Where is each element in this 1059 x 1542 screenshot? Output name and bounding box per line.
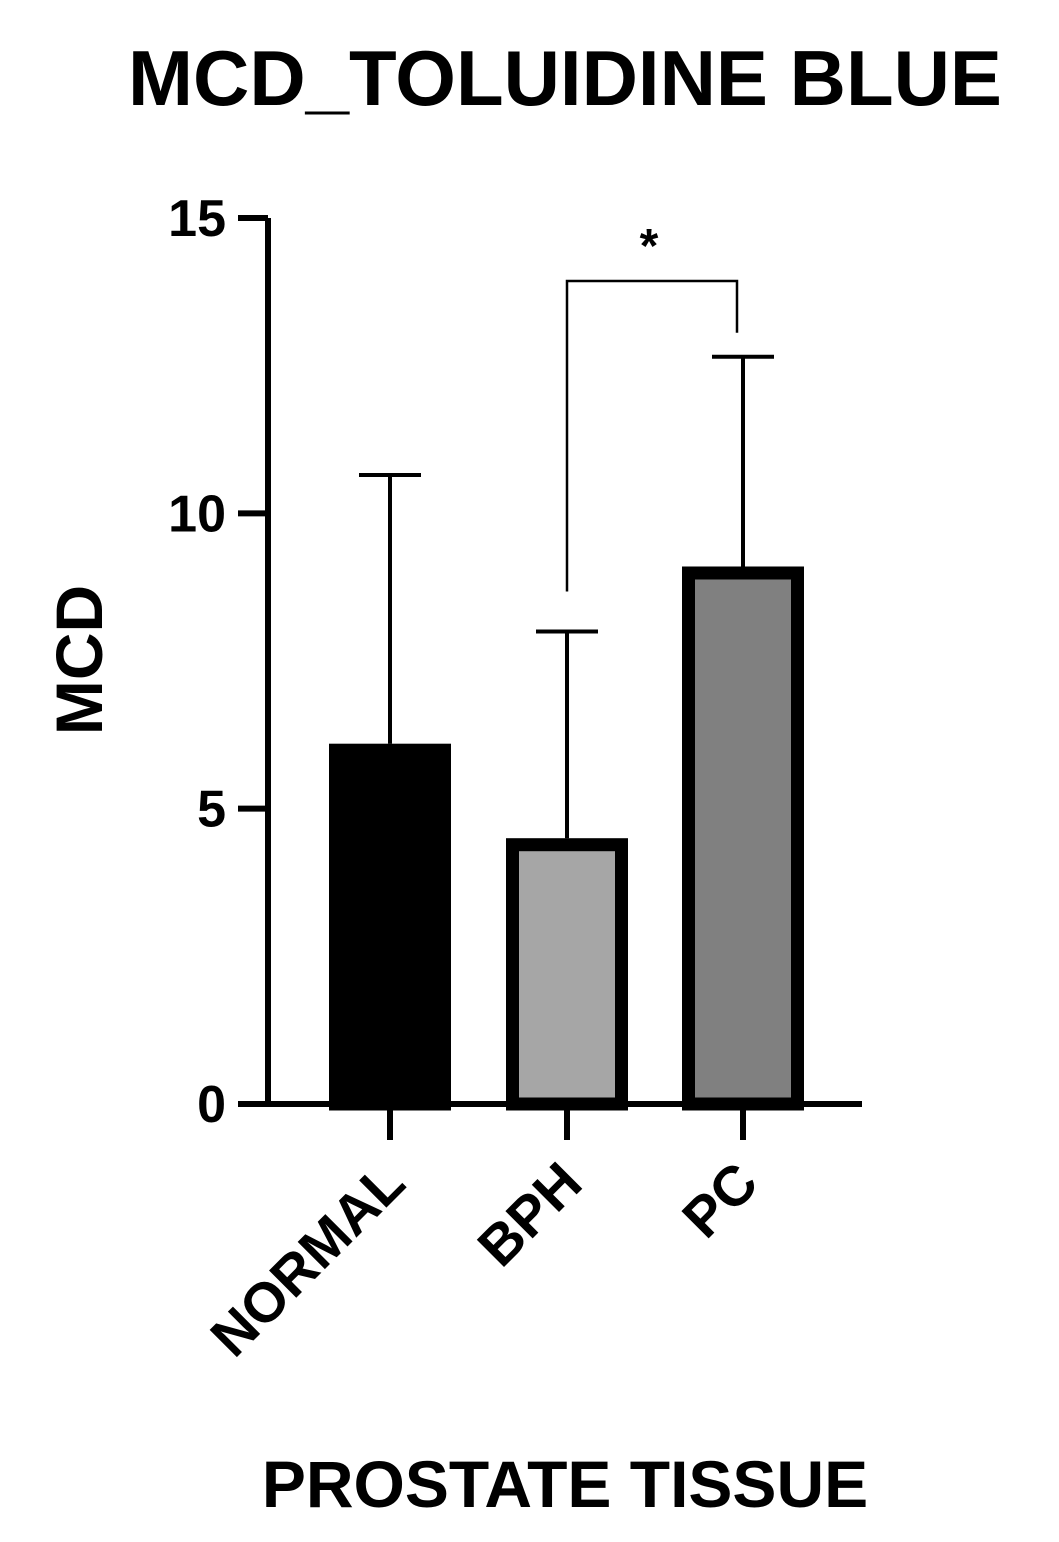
chart-title: MCD_TOLUIDINE BLUE: [128, 34, 1002, 122]
x-axis-label: PROSTATE TISSUE: [262, 1447, 868, 1521]
x-tick-label-bph: BPH: [465, 1150, 593, 1278]
plot-area: 0 5 10 15 NORMAL BPH PC *: [168, 190, 862, 1368]
y-tick-label-0: 0: [197, 1076, 226, 1134]
bar-pc: [682, 566, 804, 1111]
y-tick-label-15: 15: [168, 190, 226, 248]
bar-bph: [506, 838, 628, 1111]
y-tick-label-5: 5: [197, 781, 226, 839]
significance-bracket: [565, 279, 739, 592]
x-tick-label-normal: NORMAL: [198, 1150, 416, 1368]
significance-label: *: [640, 220, 659, 273]
y-tick-label-10: 10: [168, 485, 226, 543]
x-tick-label-pc: PC: [670, 1150, 770, 1250]
y-axis-label: MCD: [42, 585, 116, 735]
bar-normal: [329, 743, 451, 1111]
